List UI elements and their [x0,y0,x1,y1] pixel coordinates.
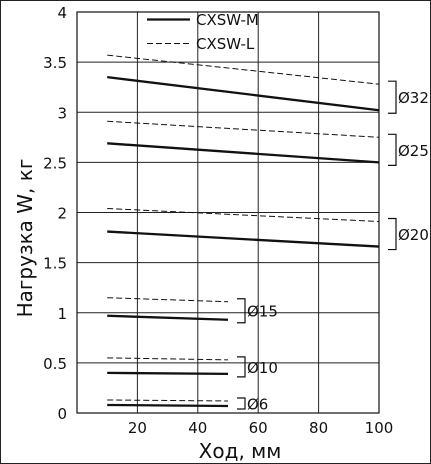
y-tick-label: 2 [57,205,67,223]
annotation-label: Ø20 [398,226,429,244]
annotation-bracket [237,356,246,378]
series-line-d32-solid [107,76,380,112]
series-line-d15-dashed [107,297,229,303]
x-tick-label: 40 [188,419,207,437]
y-tick-label: 2.5 [43,154,67,172]
x-tick-label: 60 [249,419,268,437]
y-tick-label: 4 [57,4,67,22]
series-line-d6-solid [107,403,229,408]
legend-label-cxsw-m: CXSW-M [196,11,259,29]
annotation-label: Ø32 [398,89,429,107]
series-line-d25-dashed [107,120,380,138]
annotation-bracket [388,217,397,251]
y-tick-label: 0.5 [43,355,67,373]
y-tick-label: 0 [57,405,67,423]
annotation-layer: Ø32 Ø25 Ø20 Ø15 Ø10 Ø6 [237,80,429,413]
legend-label-cxsw-l: CXSW-L [196,35,255,53]
annotation-bracket [388,80,397,114]
tick-labels: 0 0.5 1 1.5 2 2.5 3 3.5 4 20 40 60 80 100 [43,4,393,437]
annotation-label: Ø15 [247,303,278,321]
series-line-d20-dashed [107,207,380,223]
x-tick-label: 80 [309,419,328,437]
y-tick-label: 3.5 [43,54,67,72]
annotation-bracket [388,133,397,166]
annotation-bracket [237,397,246,410]
series-line-d10-solid [107,371,229,376]
annotation-label: Ø10 [247,359,278,377]
y-tick-label: 1 [57,305,67,323]
y-tick-label: 1.5 [43,255,67,273]
series-line-d6-dashed [107,399,229,402]
annotation-bracket [237,298,246,324]
plot-area [76,11,380,414]
series-line-d25-solid [107,142,380,164]
legend: CXSW-M CXSW-L [147,11,259,53]
annotation-label: Ø25 [398,142,429,160]
series-line-d10-dashed [107,357,229,361]
y-axis-label: Нагрузка W, кг [13,159,37,318]
series-line-d15-solid [107,314,229,321]
annotation-label: Ø6 [247,395,268,413]
x-tick-label: 20 [128,419,147,437]
x-axis-label: Ход, мм [199,439,282,463]
series-line-d32-dashed [107,54,380,85]
series-line-d20-solid [107,230,380,248]
series-layer [107,54,380,408]
y-tick-label: 3 [57,104,67,122]
x-tick-label: 100 [365,419,394,437]
